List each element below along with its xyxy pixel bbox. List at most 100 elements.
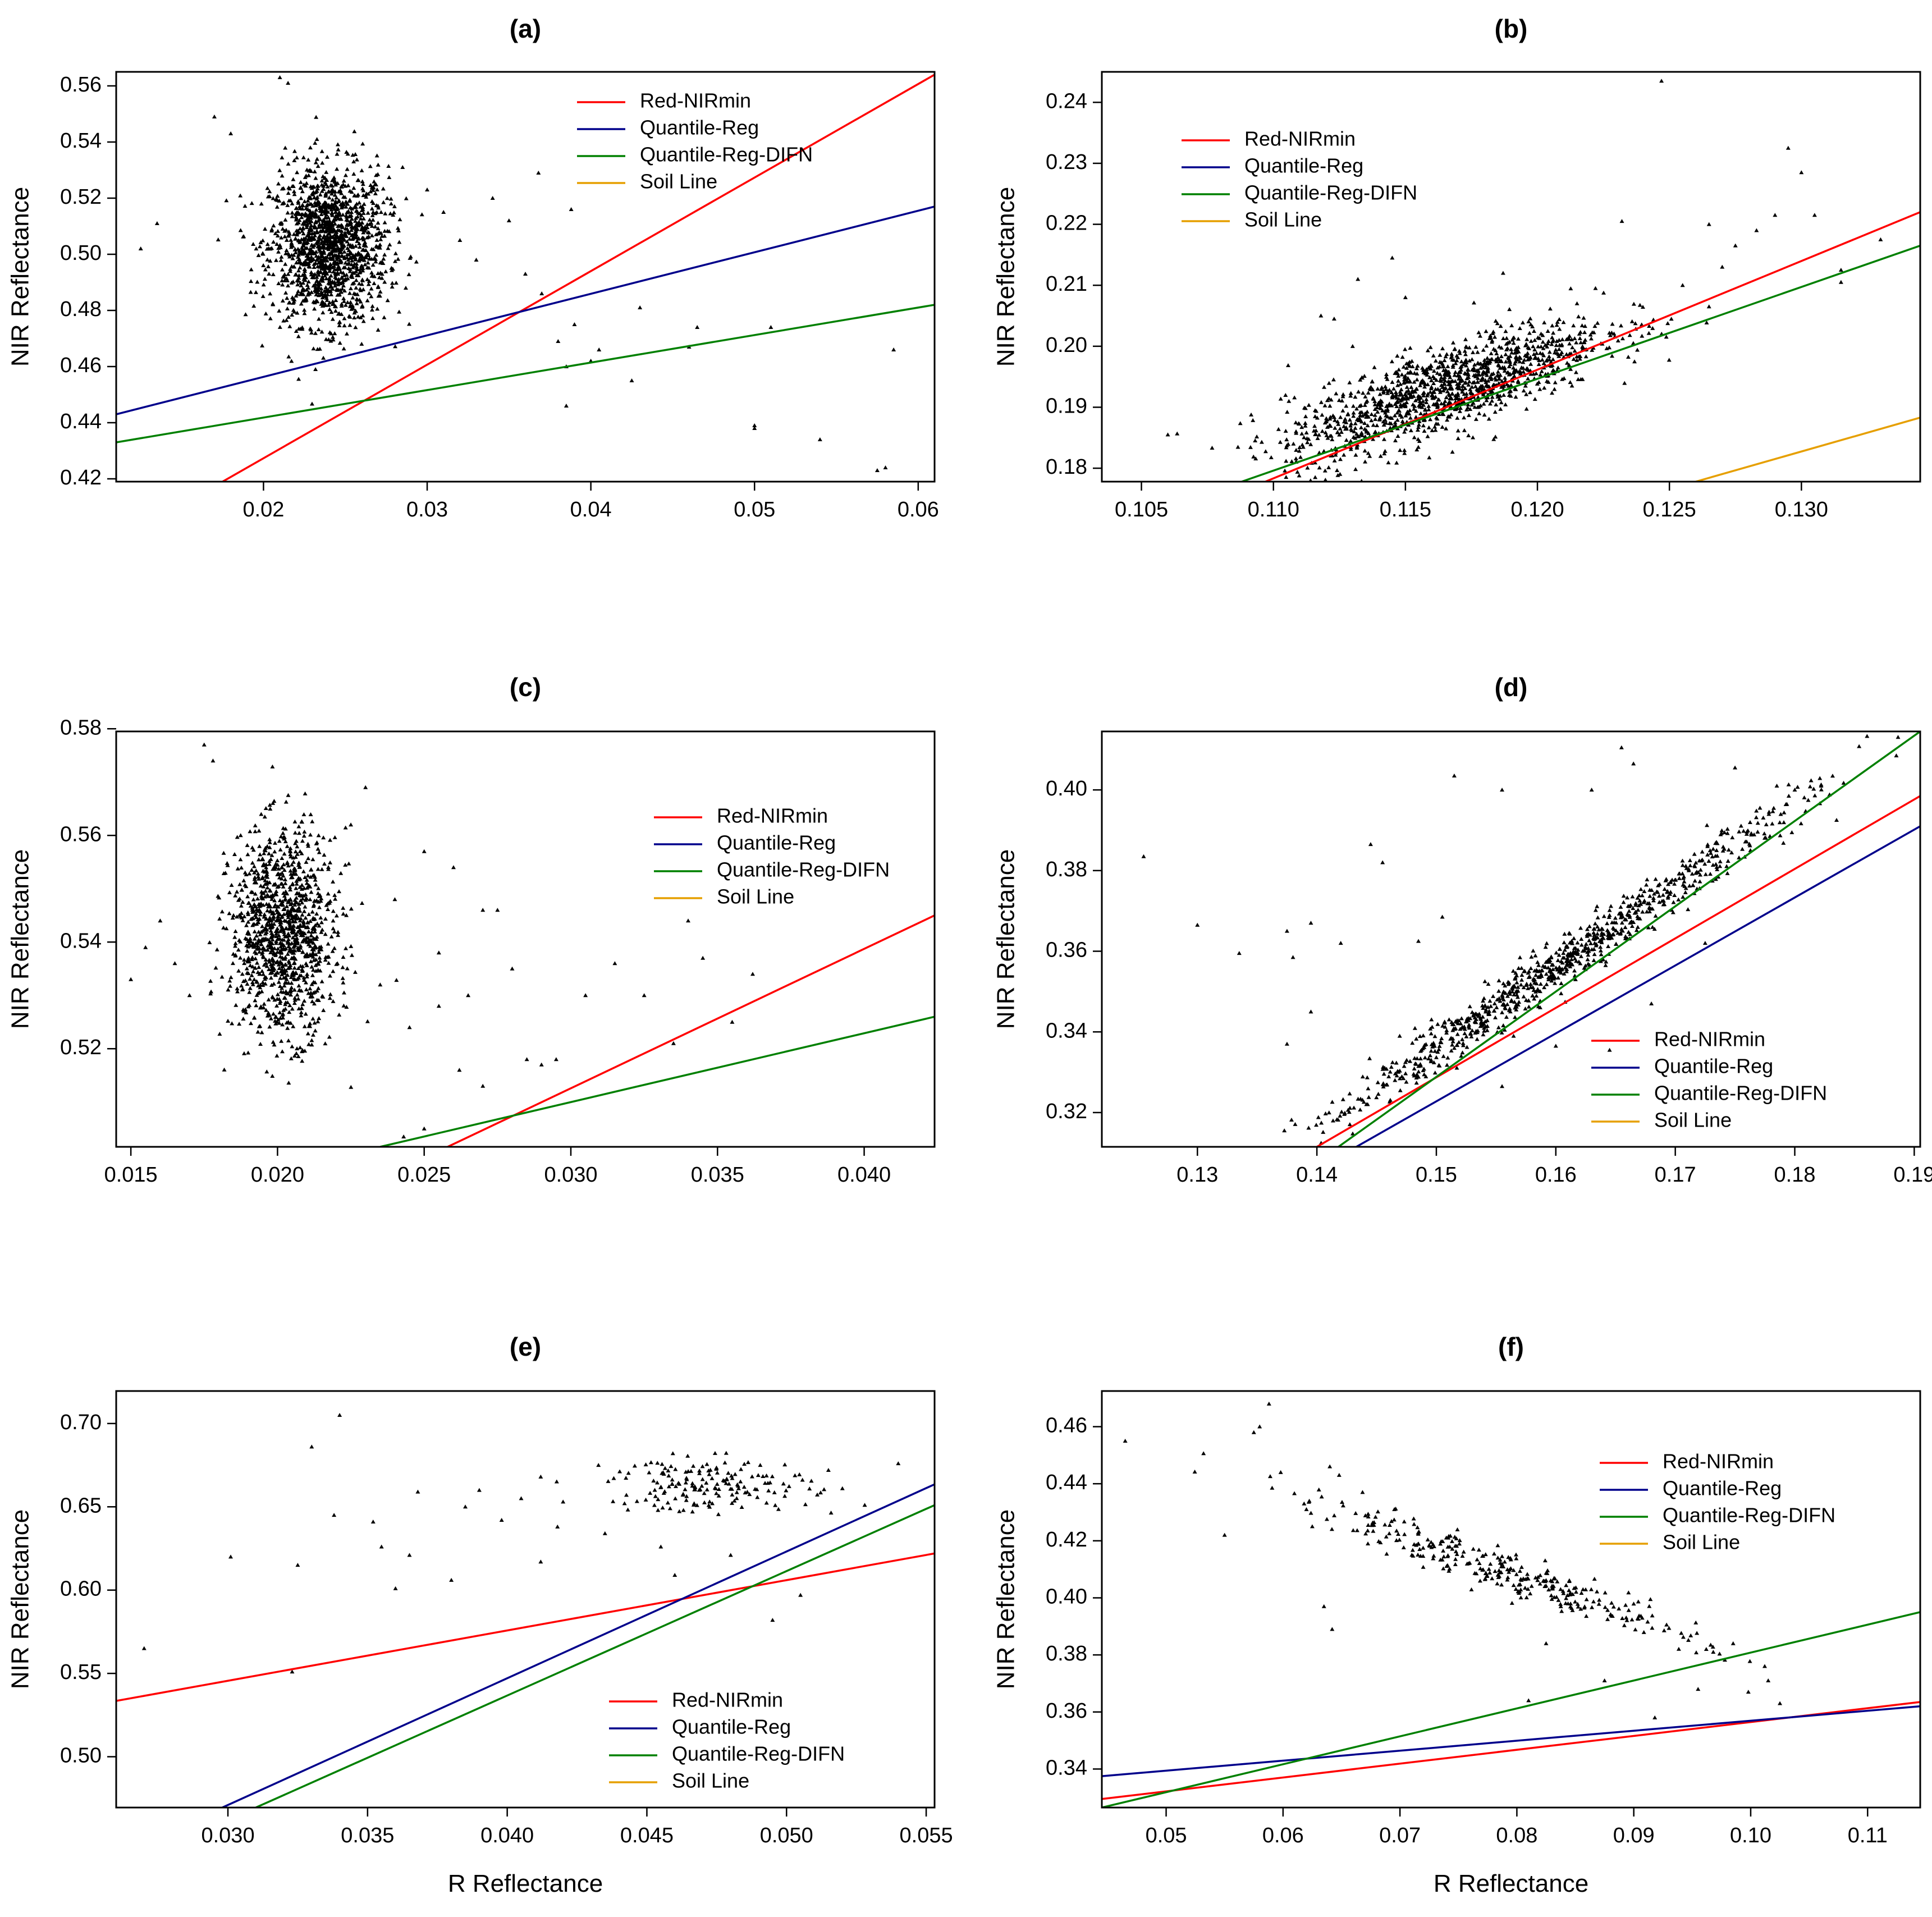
data-point (292, 944, 297, 948)
data-point (1698, 867, 1703, 872)
data-point (285, 861, 290, 866)
data-point (287, 300, 292, 305)
data-point (1313, 431, 1318, 436)
data-point (321, 249, 326, 253)
data-point (229, 882, 234, 887)
data-point (1381, 1072, 1386, 1076)
data-point (329, 934, 334, 939)
data-point (328, 992, 333, 996)
data-point (1412, 1073, 1417, 1078)
data-point (1452, 373, 1457, 377)
data-point (299, 989, 304, 993)
data-point (245, 971, 250, 975)
data-point (247, 939, 252, 944)
data-point (1505, 346, 1510, 350)
data-point (1686, 868, 1691, 872)
data-point (1390, 394, 1395, 398)
data-point (337, 1012, 342, 1017)
data-point (1665, 894, 1670, 899)
data-point (1501, 383, 1506, 387)
data-point (1464, 376, 1469, 381)
data-point (274, 996, 280, 1001)
data-point (1366, 451, 1371, 455)
data-point (276, 1017, 281, 1022)
data-point (1357, 404, 1362, 408)
data-point (316, 886, 321, 890)
data-point (400, 165, 405, 169)
data-point (270, 958, 275, 962)
data-point (1465, 370, 1470, 375)
data-point (301, 978, 306, 982)
data-point (293, 212, 298, 216)
data-point (1444, 1028, 1449, 1032)
data-point (1297, 445, 1302, 450)
data-point (1395, 371, 1400, 376)
data-point (305, 940, 310, 944)
data-point (300, 325, 305, 330)
data-point (1347, 1110, 1352, 1114)
data-point (1445, 1055, 1450, 1060)
panel-title: (b) (1495, 14, 1528, 43)
data-point (1638, 887, 1643, 891)
data-point (1326, 396, 1331, 400)
data-point (1344, 426, 1349, 431)
data-point (1365, 399, 1370, 403)
data-point (1585, 957, 1590, 962)
data-point (1238, 421, 1243, 426)
data-point (1418, 1049, 1423, 1053)
data-point (264, 872, 269, 876)
data-point (291, 232, 296, 236)
data-point (1511, 341, 1516, 345)
data-point (338, 871, 344, 875)
data-point (292, 830, 297, 835)
data-point (1432, 402, 1437, 406)
data-point (397, 309, 402, 314)
data-point (1463, 386, 1468, 390)
data-point (258, 884, 263, 888)
data-point (241, 957, 246, 962)
data-point (1593, 286, 1598, 290)
data-point (329, 210, 335, 214)
data-point (292, 937, 297, 941)
data-point (322, 241, 327, 245)
data-point (288, 849, 293, 854)
data-point (335, 152, 340, 156)
data-point (1524, 392, 1529, 396)
data-point (1475, 376, 1480, 380)
data-point (286, 863, 291, 868)
data-point (1454, 1065, 1459, 1070)
data-point (323, 194, 328, 198)
data-point (1358, 377, 1363, 382)
data-point (259, 812, 264, 816)
data-point (1487, 401, 1493, 406)
data-point (1293, 456, 1298, 461)
data-point (323, 285, 328, 289)
data-point (1399, 1074, 1404, 1078)
data-point (1744, 831, 1749, 836)
data-point (241, 1051, 246, 1055)
data-point (1529, 954, 1534, 959)
data-point (1409, 395, 1414, 399)
data-point (344, 200, 349, 205)
data-point (1537, 974, 1542, 979)
data-point (539, 1062, 544, 1067)
data-point (382, 228, 387, 233)
data-point (1527, 331, 1532, 335)
data-point (1460, 384, 1465, 388)
data-point (325, 184, 330, 189)
data-point (323, 916, 328, 921)
data-point (284, 237, 289, 242)
data-point (1598, 948, 1603, 953)
data-point (302, 311, 307, 315)
data-point (1504, 1014, 1509, 1019)
data-point (1394, 400, 1399, 404)
data-point (337, 212, 342, 217)
data-point (296, 276, 301, 280)
data-point (275, 194, 280, 198)
data-point (1412, 1026, 1417, 1030)
data-point (1536, 362, 1541, 367)
data-point (1390, 379, 1395, 384)
data-point (1423, 407, 1428, 411)
data-point (353, 325, 358, 330)
data-point (1434, 1055, 1439, 1059)
